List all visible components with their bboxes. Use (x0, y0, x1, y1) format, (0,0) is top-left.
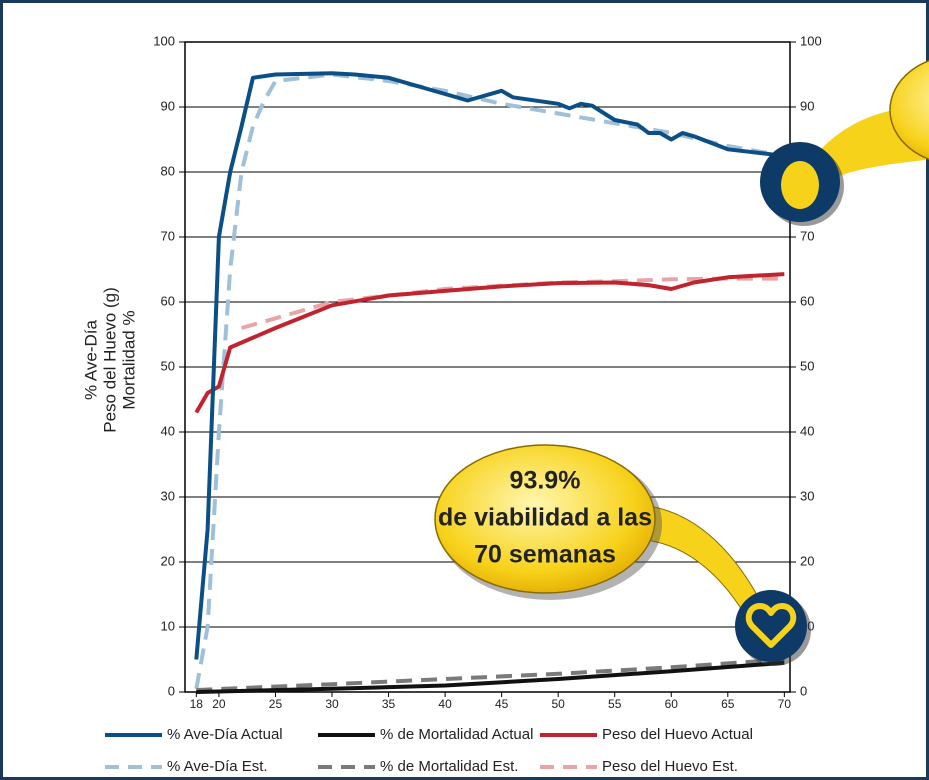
x-tick-label: 40 (438, 697, 452, 711)
series-line (194, 72, 785, 690)
series-line (196, 660, 785, 694)
egg (781, 161, 819, 209)
y2-tick-label: 60 (800, 293, 814, 308)
series-line (194, 272, 785, 414)
annotation: de viabilidad a las (438, 504, 652, 532)
x-tick-label: 60 (665, 697, 679, 711)
y2-tick-label: 20 (800, 553, 814, 568)
annotation: 70 semanas (474, 541, 616, 569)
legend-label: % de Mortalidad Est. (380, 758, 518, 775)
y-tick-label: 50 (161, 358, 175, 373)
x-tick-label: 25 (269, 697, 283, 711)
y2-tick-label: 50 (800, 358, 814, 373)
legend-label: % Ave-Día Est. (167, 758, 268, 775)
legend-label: Peso del Huevo Actual (602, 726, 753, 743)
y2-tick-label: 100 (800, 33, 822, 48)
legend-label: % de Mortalidad Actual (380, 726, 533, 743)
y-tick-label: 40 (161, 423, 175, 438)
y-axis-label: Peso del Huevo (g) (100, 287, 119, 433)
callout-bubble (889, 59, 929, 161)
y-tick-label: 80 (161, 163, 175, 178)
y-tick-label: 90 (161, 98, 175, 113)
x-tick-label: 50 (551, 697, 565, 711)
y2-tick-label: 30 (800, 488, 814, 503)
legend-label: % Ave-Día Actual (167, 726, 283, 743)
y-tick-label: 10 (161, 618, 175, 633)
y-tick-label: 60 (161, 293, 175, 308)
callout-bubble (434, 444, 656, 594)
y-tick-label: 100 (153, 33, 175, 48)
x-tick-label: 55 (608, 697, 622, 711)
y-tick-label: 0 (168, 683, 175, 698)
y2-tick-label: 70 (800, 228, 814, 243)
x-tick-label: 20 (212, 697, 226, 711)
legend-label: Peso del Huevo Est. (602, 758, 738, 775)
y2-tick-label: 0 (800, 683, 807, 698)
y-tick-label: 70 (161, 228, 175, 243)
series-line (194, 71, 785, 660)
x-tick-label: 18 (190, 697, 204, 711)
x-tick-label: 45 (495, 697, 509, 711)
y2-tick-label: 40 (800, 423, 814, 438)
series-line (196, 657, 785, 692)
y2-tick-label: 90 (800, 98, 814, 113)
decorations (434, 59, 929, 666)
x-tick-label: 30 (325, 697, 339, 711)
y-tick-label: 30 (161, 488, 175, 503)
x-tick-label: 70 (778, 697, 792, 711)
x-tick-label: 35 (382, 697, 396, 711)
annotation: 93.9% (510, 467, 581, 495)
heart-icon (735, 590, 807, 662)
y-axis-label: % Ave-Día (81, 319, 100, 400)
y-axis-label: Mortalidad % (119, 310, 138, 409)
x-tick-label: 65 (721, 697, 735, 711)
y-tick-label: 20 (161, 553, 175, 568)
heart (745, 603, 797, 648)
